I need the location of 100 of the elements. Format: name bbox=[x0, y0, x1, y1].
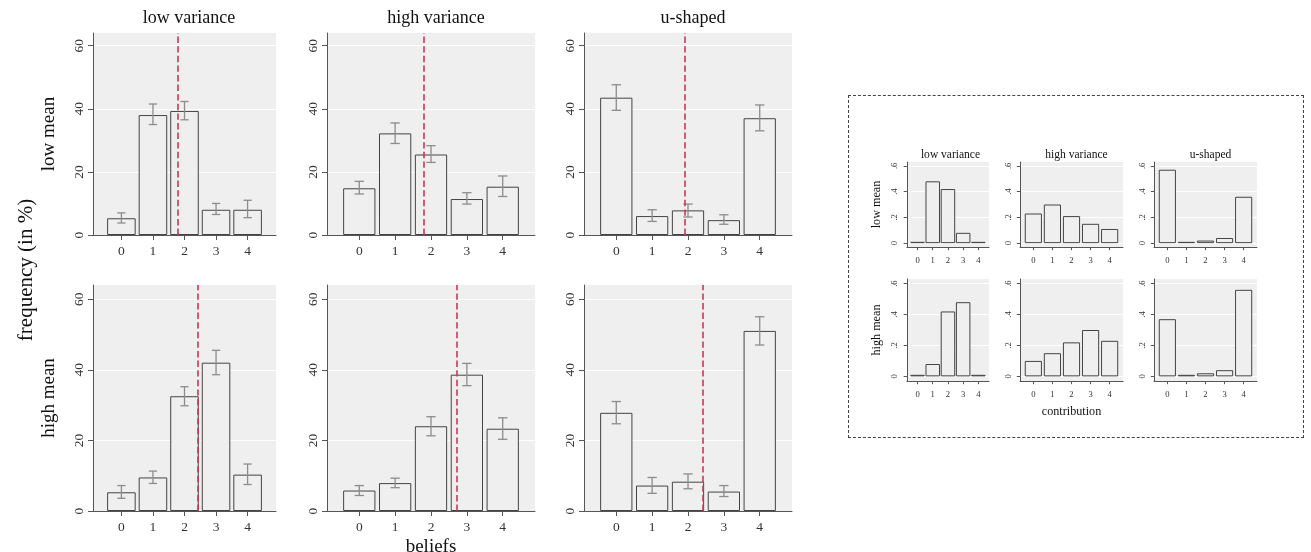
bar bbox=[1235, 196, 1253, 244]
x-tick-label: 3 bbox=[463, 242, 471, 258]
y-tick-label: 0 bbox=[889, 374, 900, 379]
x-tick-label: 3 bbox=[961, 254, 966, 265]
y-axis-title: low mean bbox=[869, 180, 883, 229]
x-tick-label: 0 bbox=[118, 518, 126, 534]
y-tick-label: 0 bbox=[304, 231, 320, 239]
x-tick-label: 0 bbox=[1031, 388, 1036, 399]
y-tick-label: .2 bbox=[889, 214, 900, 221]
x-tick-label: 0 bbox=[915, 254, 920, 265]
y-tick-label: 0 bbox=[304, 507, 320, 515]
x-tick-label: 4 bbox=[244, 518, 252, 534]
y-tick-label: .2 bbox=[1136, 214, 1147, 221]
x-tick-label: 1 bbox=[648, 242, 656, 258]
x-tick-label: 1 bbox=[391, 242, 399, 258]
y-tick-label: 60 bbox=[70, 38, 86, 53]
x-tick-label: 1 bbox=[648, 518, 656, 534]
x-tick-label: 2 bbox=[181, 242, 188, 258]
x-tick-label: 0 bbox=[612, 242, 620, 258]
y-tick-label: .4 bbox=[889, 310, 900, 318]
x-tick-label: 2 bbox=[684, 242, 692, 258]
y-tick-label: .6 bbox=[1002, 279, 1013, 287]
x-tick-label: 0 bbox=[915, 388, 920, 399]
x-tick-label: 2 bbox=[1069, 388, 1074, 399]
x-tick-label: 3 bbox=[1088, 388, 1093, 399]
chart-title: high variance bbox=[387, 7, 485, 27]
x-tick-label: 0 bbox=[1165, 388, 1170, 399]
bar bbox=[1158, 319, 1176, 377]
x-tick-label: 0 bbox=[118, 242, 126, 258]
y-tick-label: .6 bbox=[1136, 161, 1147, 170]
y-tick-label: 0 bbox=[561, 507, 577, 515]
y-tick-label: .6 bbox=[889, 161, 900, 170]
bar bbox=[1235, 289, 1253, 377]
x-tick-label: 0 bbox=[355, 242, 363, 258]
y-tick-label: 0 bbox=[1002, 374, 1013, 379]
y-tick-label: 60 bbox=[561, 38, 577, 53]
bar bbox=[1062, 216, 1081, 244]
x-tick-label: 1 bbox=[1050, 388, 1055, 399]
x-tick-label: 0 bbox=[1165, 254, 1170, 265]
x-tick-label: 1 bbox=[1184, 254, 1189, 265]
chart-title: u-shaped bbox=[1189, 147, 1232, 161]
y-tick-label: 0 bbox=[561, 231, 577, 239]
y-tick-label: .4 bbox=[1136, 310, 1147, 318]
x-tick-label: 0 bbox=[355, 518, 363, 534]
y-tick-label: 20 bbox=[70, 164, 86, 179]
y-tick-label: 20 bbox=[304, 164, 320, 179]
y-tick-label: .2 bbox=[1002, 214, 1013, 221]
y-tick-label: 60 bbox=[70, 292, 86, 306]
y-tick-label: 40 bbox=[70, 362, 86, 377]
x-axis-title: contribution bbox=[1041, 403, 1102, 418]
bar bbox=[1215, 237, 1234, 244]
x-tick-label: 2 bbox=[181, 518, 188, 534]
y-tick-label: .4 bbox=[1002, 310, 1013, 318]
x-tick-label: 0 bbox=[1031, 254, 1036, 265]
bar bbox=[1081, 330, 1100, 377]
x-tick-label: 1 bbox=[149, 242, 157, 258]
x-tick-label: 2 bbox=[684, 518, 692, 534]
x-tick-label: 3 bbox=[463, 518, 471, 534]
x-tick-label: 2 bbox=[945, 388, 951, 399]
x-tick-label: 4 bbox=[756, 242, 764, 258]
y-tick-label: 60 bbox=[304, 38, 320, 53]
y-tick-label: .6 bbox=[1002, 161, 1013, 170]
x-tick-label: 0 bbox=[612, 518, 620, 534]
y-axis-title: high mean bbox=[37, 357, 58, 438]
x-tick-label: 2 bbox=[427, 518, 435, 534]
y-tick-label: 40 bbox=[70, 101, 86, 116]
x-tick-label: 3 bbox=[212, 518, 220, 534]
bar bbox=[1081, 223, 1100, 244]
x-tick-label: 3 bbox=[1222, 254, 1227, 265]
y-tick-label: .2 bbox=[1002, 342, 1013, 349]
y-tick-label: .2 bbox=[1136, 342, 1147, 349]
x-tick-label: 4 bbox=[1107, 388, 1113, 399]
bar bbox=[1101, 228, 1119, 244]
x-tick-label: 3 bbox=[1088, 254, 1093, 265]
x-tick-label: 2 bbox=[1203, 254, 1208, 265]
y-tick-label: 40 bbox=[561, 362, 577, 377]
y-tick-label: .2 bbox=[889, 342, 900, 349]
y-tick-label: 60 bbox=[561, 292, 577, 306]
y-axis-title: low mean bbox=[37, 96, 58, 172]
x-tick-label: 1 bbox=[149, 518, 157, 534]
x-tick-label: 3 bbox=[961, 388, 966, 399]
x-tick-label: 1 bbox=[1050, 254, 1055, 265]
x-tick-label: 4 bbox=[244, 242, 252, 258]
y-tick-label: 0 bbox=[70, 507, 86, 515]
chart-title: high variance bbox=[1045, 147, 1108, 161]
bar bbox=[1043, 204, 1062, 244]
x-tick-label: 4 bbox=[499, 518, 507, 534]
x-tick-label: 2 bbox=[945, 254, 951, 265]
x-tick-label: 4 bbox=[976, 388, 982, 399]
x-tick-label: 1 bbox=[391, 518, 399, 534]
x-tick-label: 2 bbox=[1203, 388, 1208, 399]
y-tick-label: 60 bbox=[304, 292, 320, 306]
y-tick-label: 20 bbox=[70, 433, 86, 448]
x-tick-label: 1 bbox=[930, 254, 935, 265]
bar bbox=[1215, 370, 1234, 377]
bar bbox=[1043, 353, 1062, 377]
x-tick-label: 1 bbox=[1184, 388, 1189, 399]
bar bbox=[1101, 340, 1119, 377]
y-tick-label: 0 bbox=[1136, 374, 1147, 379]
x-tick-label: 4 bbox=[756, 518, 764, 534]
